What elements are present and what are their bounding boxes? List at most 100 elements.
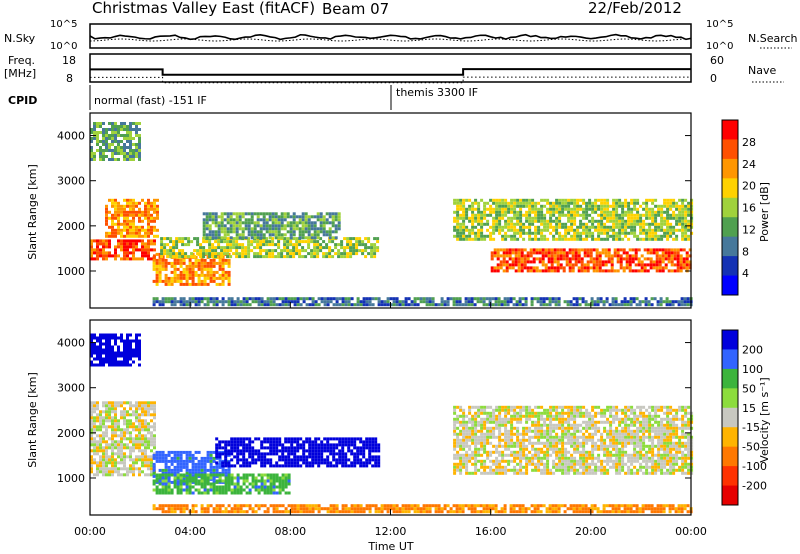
heatmap-cell [556,263,560,267]
heatmap-cell [102,239,105,243]
heatmap-cell [528,228,532,232]
heatmap-cell [631,248,635,252]
heatmap-cell [203,264,207,268]
heatmap-cell [153,204,156,208]
heatmap-cell [323,443,327,447]
heatmap-cell [531,201,535,205]
heatmap-cell [471,216,475,220]
heatmap-cell [280,221,284,225]
heatmap-cell [164,459,168,463]
heatmap-cell [117,219,120,223]
heatmap-cell [480,462,484,466]
heatmap-cell [283,237,287,241]
heatmap-cell [326,443,330,447]
heatmap-cell [323,437,327,441]
heatmap-cell [197,279,201,283]
heatmap-cell [120,239,123,243]
heatmap-cell [477,438,481,442]
heatmap-cell [129,228,132,232]
heatmap-cell [221,440,225,444]
heatmap-cell [197,258,201,262]
heatmap-cell [208,212,212,216]
heatmap-cell [519,450,523,454]
heatmap-cell [179,450,183,454]
heatmap-cell [185,491,189,495]
heatmap-cell [368,440,372,444]
heatmap-cell [298,240,302,244]
heatmap-cell [224,452,228,456]
heatmap-cell [135,242,138,246]
heatmap-cell [428,300,432,304]
heatmap-cell [164,264,168,268]
heatmap-cell [111,213,114,217]
heatmap-cell [93,461,96,465]
heatmap-cell [218,479,222,483]
heatmap-cell [233,446,237,450]
heatmap-cell [654,198,658,202]
heatmap-cell [132,213,135,217]
heatmap-cell [660,228,664,232]
heatmap-cell [132,404,135,408]
heatmap-cell [347,443,351,447]
heatmap-cell [99,422,102,426]
heatmap-cell [516,435,520,439]
heatmap-cell [114,431,117,435]
heatmap-cell [465,213,469,217]
heatmap-cell [257,449,261,453]
heatmap-cell [265,255,269,259]
heatmap-cell [129,437,132,441]
heatmap-cell [102,467,105,471]
heatmap-cell [579,207,583,211]
heatmap-cell [534,237,538,241]
heatmap-cell [188,468,192,472]
heatmap-cell [311,452,315,456]
heatmap-cell [634,254,638,258]
heatmap-cell [531,456,535,460]
heatmap-cell [169,255,173,259]
heatmap-cell [215,471,219,475]
heatmap-cell [126,228,129,232]
heatmap-cell [580,248,584,252]
heatmap-cell [624,204,628,208]
heatmap-cell [238,218,242,222]
heatmap-cell [520,260,524,264]
heatmap-cell [664,263,668,267]
heatmap-cell [271,249,275,253]
heatmap-cell [290,440,294,444]
heatmap-cell [284,464,288,468]
heatmap-cell [489,237,493,241]
heatmap-cell [492,408,496,412]
heatmap-cell [211,252,215,256]
heatmap-cell [138,443,141,447]
heatmap-cell [111,131,114,134]
heatmap-cell [639,216,643,220]
heatmap-cell [585,207,589,211]
heatmap-cell [105,143,108,146]
heatmap-cell [672,201,676,205]
heatmap-cell [598,263,602,267]
heatmap-cell [111,225,114,229]
heatmap-cell [271,240,275,244]
heatmap-cell [485,297,489,301]
heatmap-cell [132,467,135,471]
heatmap-cell [462,444,466,448]
heatmap-cell [111,228,114,232]
heatmap-cell [501,213,505,217]
heatmap-cell [170,270,174,274]
heatmap-cell [287,297,291,301]
heatmap-cell [543,222,547,226]
heatmap-cell [516,426,520,430]
heatmap-cell [467,297,471,301]
heatmap-cell [108,225,111,229]
heatmap-cell [93,446,96,450]
heatmap-cell [126,158,129,161]
heatmap-cell [120,207,123,211]
heatmap-cell [531,411,535,415]
heatmap-cell [132,222,135,226]
heatmap-cell [650,303,654,307]
heatmap-cell [218,282,222,286]
heatmap-cell [468,207,472,211]
heatmap-cell [197,273,201,277]
heatmap-cell [332,458,336,462]
colorbar-swatch [722,256,738,277]
